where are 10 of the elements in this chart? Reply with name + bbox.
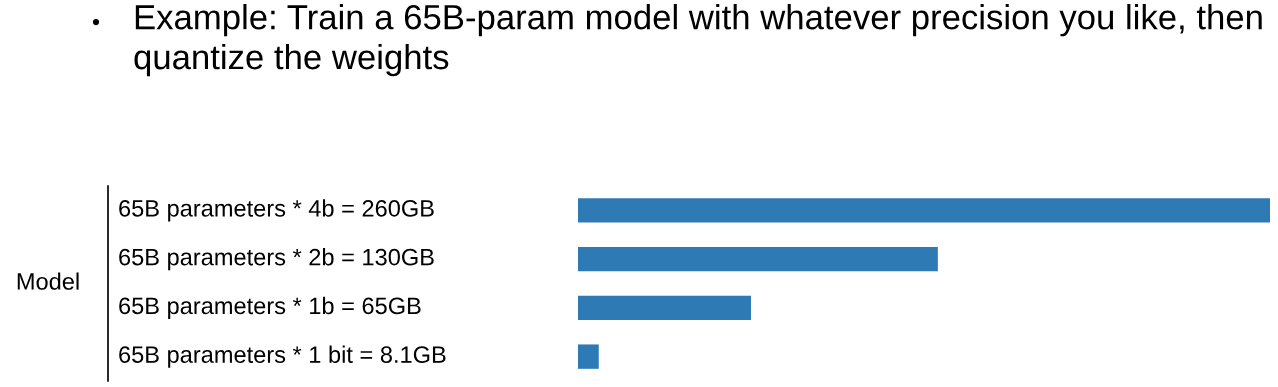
y-tick-label: 65B parameters * 1b = 65GB bbox=[119, 296, 421, 319]
bar bbox=[578, 344, 599, 369]
y-tick-label: 65B parameters * 1 bit = 8.1GB bbox=[119, 345, 446, 368]
bar bbox=[578, 198, 1270, 223]
y-axis-title: Model bbox=[17, 272, 79, 290]
bar bbox=[578, 246, 938, 272]
chart-title: Example: Train a 65B-param model with whatever precision you like, then quantize the weights bbox=[134, 4, 1262, 77]
y-tick-label: 65B parameters * 4b = 260GB bbox=[119, 199, 434, 222]
bar bbox=[578, 295, 751, 321]
y-tick-label: 65B parameters * 2b = 130GB bbox=[119, 248, 434, 271]
